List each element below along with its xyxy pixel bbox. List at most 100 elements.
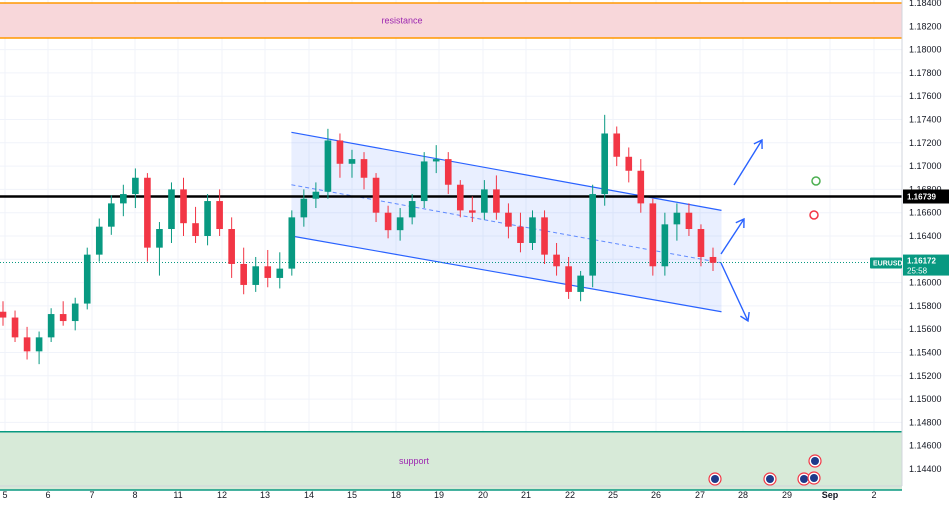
candle-body <box>396 217 404 231</box>
time-tick-label: 6 <box>45 490 50 500</box>
price-tick-label: 1.14400 <box>909 464 942 474</box>
time-tick-label: 22 <box>565 490 575 500</box>
price-tick-label: 1.17600 <box>909 91 942 101</box>
candle-body <box>348 159 356 164</box>
candle-body <box>384 212 392 231</box>
time-tick-label: 20 <box>478 490 488 500</box>
candle-body <box>613 133 621 157</box>
key-level-tag-text: 1.16739 <box>907 193 936 202</box>
time-tick-label: 7 <box>89 490 94 500</box>
candle-body <box>661 224 669 267</box>
time-tick-label: 14 <box>304 490 314 500</box>
price-tick-label: 1.18000 <box>909 45 942 55</box>
candle-body <box>408 201 416 218</box>
candle-body <box>529 217 536 243</box>
price-tick-label: 1.15200 <box>909 371 942 381</box>
arrow-up-short[interactable] <box>720 218 745 255</box>
price-tick-label: 1.15800 <box>909 301 942 311</box>
flag-icon-inner <box>800 475 808 483</box>
price-tick-label: 1.17200 <box>909 138 942 148</box>
candle-body <box>35 337 43 352</box>
symbol-tag-text: EURUSD <box>873 261 903 268</box>
candle-body <box>360 159 368 178</box>
key-level-tag <box>903 189 949 204</box>
price-tick-label: 1.17000 <box>909 161 942 171</box>
price-tick-label: 1.16800 <box>909 184 942 194</box>
time-tick-label: 19 <box>434 490 444 500</box>
candle-body <box>673 212 681 225</box>
current-price-tag-text: 1.16172 <box>907 257 936 266</box>
price-tick-label: 1.17400 <box>909 115 942 125</box>
time-tick-label: 25 <box>608 490 618 500</box>
candle-body <box>156 229 163 248</box>
candle-body <box>144 177 151 248</box>
candle-body <box>95 226 103 255</box>
candle-body <box>577 275 584 292</box>
candle-body <box>300 198 308 218</box>
time-tick-label: 8 <box>132 490 137 500</box>
resistance-label: resistance <box>381 15 422 25</box>
price-tick-label: 1.15600 <box>909 324 942 334</box>
arrow-up-short-head <box>735 217 745 229</box>
candle-body <box>637 170 645 204</box>
time-tick-label: 5 <box>2 490 7 500</box>
candle-body <box>83 254 91 304</box>
arrow-down[interactable] <box>720 262 749 322</box>
candle-body <box>228 229 235 264</box>
candle-body <box>697 229 705 257</box>
countdown-text: 25:58 <box>907 267 928 276</box>
arrow-down-head <box>740 311 750 323</box>
candle-body <box>625 156 633 171</box>
price-tick-label: 1.18200 <box>909 21 942 31</box>
resistance-zone[interactable] <box>0 3 902 38</box>
candle-body <box>493 189 500 213</box>
time-tick-label: 18 <box>391 490 401 500</box>
flag-icon-inner <box>766 475 774 483</box>
channel-lower-line[interactable] <box>291 235 722 313</box>
time-tick-label: 11 <box>173 490 182 500</box>
candle-body <box>541 217 548 255</box>
candle-body <box>216 201 223 230</box>
price-tick-label: 1.18400 <box>909 0 942 8</box>
signal-circle-green[interactable] <box>811 176 821 186</box>
candle-body <box>432 159 440 162</box>
candle-body <box>47 314 55 338</box>
time-tick-label: 26 <box>651 490 661 500</box>
candle-body <box>420 161 428 202</box>
symbol-tag <box>870 257 902 269</box>
current-price-tag <box>903 254 949 276</box>
candle-body <box>107 203 115 227</box>
arrow-up-long[interactable] <box>733 139 763 186</box>
candle-body <box>276 268 284 278</box>
candle-body <box>601 133 609 195</box>
time-tick-label: 2 <box>871 490 876 500</box>
price-tick-label: 1.16400 <box>909 231 942 241</box>
price-tick-label: 1.16600 <box>909 208 942 218</box>
candle-body <box>132 177 139 195</box>
arrow-up-long-head <box>753 138 763 150</box>
candle-body <box>469 210 476 213</box>
candle-body <box>481 189 488 213</box>
flag-icon-inner <box>711 475 719 483</box>
signal-circle-red[interactable] <box>809 210 819 220</box>
candle-body <box>312 191 320 199</box>
candle-body <box>565 266 572 292</box>
candle-body <box>589 194 596 276</box>
price-axis[interactable] <box>902 0 950 508</box>
candle-body <box>517 226 524 243</box>
candle-body <box>505 212 512 227</box>
price-tick-label: 1.16000 <box>909 278 942 288</box>
candle-body <box>120 194 127 204</box>
time-tick-label: 29 <box>782 490 792 500</box>
flag-icon-inner <box>810 474 818 482</box>
candle-body <box>288 217 296 269</box>
time-tick-label: 27 <box>695 490 705 500</box>
candle-body <box>456 184 464 211</box>
support-label: support <box>399 456 430 466</box>
support-zone[interactable] <box>0 431 902 490</box>
price-tick-label: 1.15400 <box>909 348 942 358</box>
candle-body <box>11 317 19 338</box>
candle-body <box>71 303 79 322</box>
candle-body <box>180 189 187 224</box>
